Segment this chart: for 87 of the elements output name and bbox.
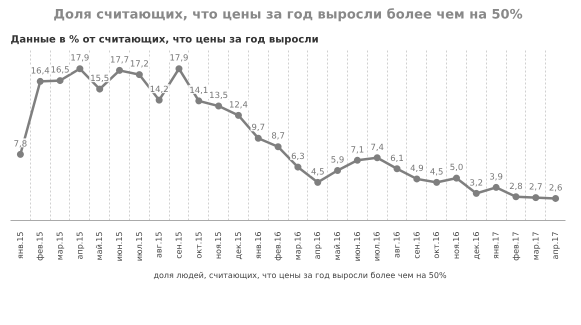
x-tick-label: фев.16 <box>274 231 283 261</box>
x-tick-label: июл.16 <box>372 231 382 262</box>
x-tick-label: сен.16 <box>412 231 422 259</box>
data-label: 17,7 <box>110 55 129 66</box>
point <box>413 175 420 182</box>
point <box>472 190 480 197</box>
x-tick-label: июл.15 <box>134 231 144 262</box>
point <box>175 65 182 72</box>
data-label: 7,1 <box>350 145 364 156</box>
point <box>136 71 143 78</box>
point <box>56 77 64 84</box>
point <box>96 86 104 93</box>
point <box>254 134 262 142</box>
point <box>314 178 322 186</box>
x-tick-label: окт.15 <box>194 232 204 259</box>
x-tick-label: авг.16 <box>392 231 402 258</box>
point <box>433 178 440 186</box>
data-label: 17,9 <box>70 54 90 64</box>
x-tick-label: май.16 <box>333 232 342 260</box>
data-label: 12,4 <box>228 100 248 110</box>
point <box>215 102 222 110</box>
x-tick-label: дек.15 <box>234 231 243 260</box>
x-tick-label: янв.15 <box>16 231 25 259</box>
point <box>16 150 24 158</box>
x-tick-label: июн.16 <box>352 231 362 262</box>
data-label: 13,5 <box>209 91 228 102</box>
point <box>532 194 540 202</box>
chart-title: Доля считающих, что цены за год выросли более чем на 50% <box>53 8 523 22</box>
x-tick-label: мар.15 <box>56 231 65 260</box>
data-label: 6,3 <box>291 152 305 162</box>
data-label: 7,4 <box>370 142 384 153</box>
data-label: 14,2 <box>150 85 169 96</box>
point <box>492 184 500 191</box>
data-label: 8,7 <box>271 132 285 142</box>
data-label: 17,9 <box>170 54 188 64</box>
data-label: 14,1 <box>189 86 208 96</box>
point <box>76 65 84 72</box>
point <box>334 166 342 174</box>
x-tick-label: сен.15 <box>174 231 184 259</box>
point <box>394 165 401 172</box>
x-tick-label: янв.17 <box>492 231 501 259</box>
text: доля людей, считающих, что цены за год выросли более чем на 50% <box>153 270 447 281</box>
data-label: 5,0 <box>450 163 464 174</box>
point <box>512 193 520 200</box>
data-label: 16,4 <box>30 66 50 76</box>
point <box>552 194 560 202</box>
point <box>116 66 124 74</box>
point <box>156 96 163 104</box>
data-label: 7,8 <box>14 139 28 150</box>
x-tick-label: окт.16 <box>432 232 442 259</box>
data-label: 17,2 <box>130 60 149 70</box>
data-label: 5,9 <box>330 155 344 166</box>
point <box>374 154 381 162</box>
data-label: 2,8 <box>509 182 523 192</box>
x-tick-label: апр.16 <box>313 231 322 260</box>
point <box>354 156 361 164</box>
data-label: 4,9 <box>410 164 424 174</box>
data-label: 4,5 <box>310 167 325 178</box>
x-tick-label: мар.17 <box>531 231 540 260</box>
x-tick-label: фев.15 <box>36 231 45 261</box>
data-label: 6,1 <box>390 154 404 164</box>
point <box>195 97 202 104</box>
point <box>274 143 282 150</box>
x-tick-label: мар.16 <box>293 231 302 260</box>
x-tick-label: ноя.16 <box>452 231 461 260</box>
data-label: 3,2 <box>470 178 484 188</box>
data-label: 3,9 <box>489 172 503 182</box>
x-tick-label: май.15 <box>95 232 104 260</box>
point <box>452 174 460 182</box>
x-tick-label: янв.16 <box>254 231 263 259</box>
data-label: 2,6 <box>548 183 562 194</box>
x-tick-label: авг.15 <box>154 231 164 258</box>
point <box>234 112 242 119</box>
x-tick-label: ноя.15 <box>214 231 224 260</box>
point <box>36 78 44 85</box>
x-tick-label: июн.15 <box>115 231 124 262</box>
x-tick-label: апр.15 <box>75 231 84 260</box>
data-label: 9,7 <box>252 123 266 134</box>
data-label: 4,5 <box>430 167 444 178</box>
data-label: 15,5 <box>90 74 110 84</box>
x-tick-label: дек.16 <box>472 231 481 260</box>
chart-subtitle: Данные в % от считающих, что цены за год выросли <box>10 34 319 46</box>
data-label: 2,7 <box>529 182 543 193</box>
data-label: 16,5 <box>50 66 70 76</box>
x-tick-label: фев.17 <box>511 231 520 261</box>
x-tick-label: апр.17 <box>551 231 560 260</box>
point <box>294 164 302 171</box>
